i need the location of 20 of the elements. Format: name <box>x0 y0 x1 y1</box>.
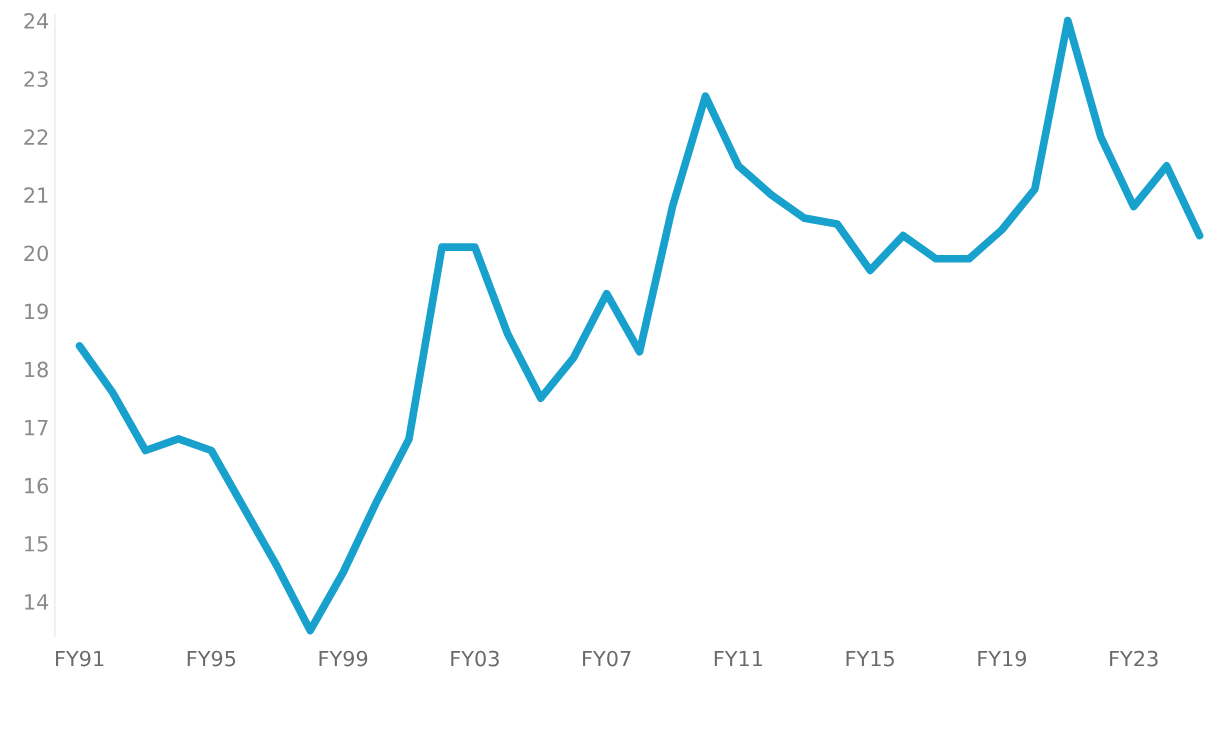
x-tick-label: FY07 <box>583 650 631 667</box>
y-tick-label: 16 <box>25 477 49 494</box>
x-tick-label: FY19 <box>978 650 1027 667</box>
y-tick-label: 17 <box>25 419 48 436</box>
x-tick-label: FY03 <box>451 650 499 667</box>
y-tick-label: 24 <box>24 13 49 29</box>
y-tick-label: 19 <box>25 303 48 320</box>
x-tick-label: FY99 <box>319 650 368 667</box>
y-tick-label: 18 <box>25 361 48 378</box>
x-tick-label: FY23 <box>1110 650 1158 667</box>
y-tick-label: 21 <box>24 187 48 203</box>
x-tick-label: FY91 <box>56 650 104 667</box>
y-tick-label: 23 <box>24 71 48 87</box>
x-tick-label: FY11 <box>714 650 763 667</box>
x-tick-label: FY15 <box>846 650 894 667</box>
y-tick-label: 15 <box>25 536 48 552</box>
y-tick-label: 22 <box>24 129 48 145</box>
y-tick-label: 14 <box>25 594 49 610</box>
y-tick-label: 20 <box>24 245 48 262</box>
x-tick-label: FY95 <box>187 650 236 667</box>
